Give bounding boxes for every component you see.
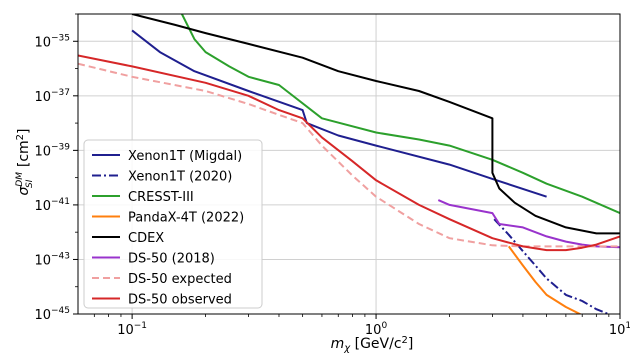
legend: Xenon1T (Migdal) Xenon1T (2020) CRESST-III… bbox=[83, 139, 263, 309]
y-tick-label: 10−39 bbox=[34, 142, 70, 159]
series-line bbox=[131, 14, 620, 235]
series-line bbox=[181, 14, 620, 215]
legend-label: Xenon1T (Migdal) bbox=[128, 149, 242, 164]
y-axis-label: σDMSI [cm2] bbox=[15, 128, 35, 195]
x-axis-label: mχ [GeV/c2] bbox=[331, 335, 414, 354]
y-tick-label: 10−45 bbox=[34, 306, 70, 323]
y-tick-label: 10−37 bbox=[34, 88, 70, 105]
ticks bbox=[73, 13, 621, 319]
y-tick-label: 10−43 bbox=[34, 251, 70, 268]
legend-box bbox=[83, 139, 263, 309]
series-line bbox=[507, 245, 583, 314]
y-tick-label: 10−35 bbox=[34, 33, 70, 50]
series-line bbox=[78, 62, 620, 248]
legend-label: DS-50 observed bbox=[128, 293, 232, 308]
legend-label: CDEX bbox=[128, 231, 164, 246]
y-tick-label: 10−41 bbox=[34, 197, 70, 214]
series-layer bbox=[78, 14, 620, 314]
legend-label: Xenon1T (2020) bbox=[128, 170, 232, 185]
x-tick-label: 100 bbox=[365, 321, 388, 338]
x-tick-label: 10−1 bbox=[117, 321, 147, 338]
plot-frame bbox=[77, 13, 621, 315]
legend-label: CRESST-III bbox=[128, 190, 194, 205]
x-tick-label: 101 bbox=[609, 321, 630, 338]
tick-labels: 10−1 100 101 10−35 10−37 10−39 10−41 10−43 10−45 bbox=[34, 33, 630, 338]
legend-label: PandaX-4T (2022) bbox=[128, 211, 244, 226]
series-line bbox=[78, 54, 620, 252]
series-line bbox=[493, 218, 611, 314]
legend-label: DS-50 (2018) bbox=[128, 252, 215, 267]
legend-label: DS-50 expected bbox=[128, 272, 232, 287]
